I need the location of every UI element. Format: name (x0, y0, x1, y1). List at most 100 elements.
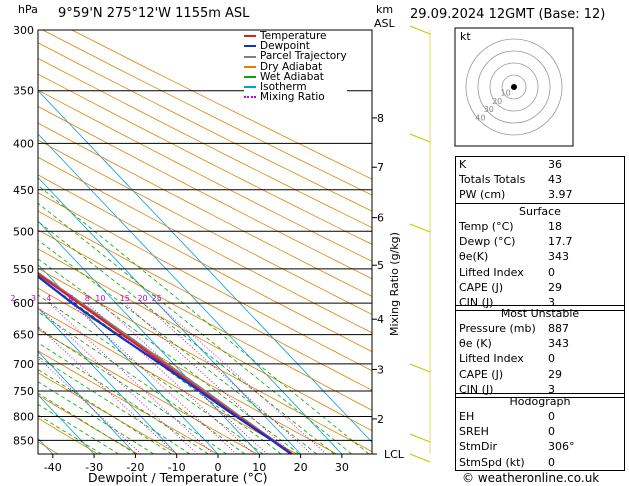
mixing-ratio-line (156, 302, 327, 454)
isotherm-line (38, 176, 301, 454)
table-row: StmDir 306° (456, 439, 624, 454)
legend-label: Isotherm (260, 81, 307, 94)
mixing-ratio-line (70, 302, 237, 454)
dry-adiabat-line (71, 30, 372, 180)
dry-adiabat-line (38, 350, 218, 454)
legend-swatch (244, 35, 256, 38)
row-label: CAPE (J) (459, 367, 504, 381)
axes: 1234681015202530035040045050055060065070… (10, 24, 405, 474)
row-value: 343 (548, 337, 569, 351)
legend-item: Dewpoint (244, 40, 347, 53)
row-value: 29 (548, 280, 562, 294)
pressure-tick-label: 300 (13, 24, 34, 37)
row-value: 36 (548, 158, 562, 171)
x-axis-label: Dewpoint / Temperature (°C) (88, 470, 268, 485)
isotherm-line (38, 350, 136, 454)
pressure-tick-label: 750 (13, 385, 34, 398)
table-row: CAPE (J) 29 (456, 367, 624, 382)
row-value: 29 (548, 367, 562, 381)
temp-tick-label: 10 (252, 461, 266, 474)
table-row: Dewp (°C) 17.7 (456, 234, 624, 249)
km-tick-label: 3 (377, 363, 384, 376)
row-value: 18 (548, 220, 562, 233)
surface-title: Surface (519, 205, 561, 218)
isotherm-line (38, 263, 219, 454)
pressure-tick-label: 500 (13, 225, 34, 238)
legend-swatch (244, 65, 256, 68)
row-label: θe (K) (459, 337, 492, 351)
wet-adiabat-line (38, 221, 335, 454)
legend-label: Dewpoint (260, 40, 310, 53)
pressure-tick-label: 800 (13, 410, 34, 423)
dry-adiabat-line (38, 122, 372, 297)
table-row: EH 0 (456, 409, 624, 424)
dry-adiabat-line (38, 287, 337, 454)
row-value: 0 (548, 265, 555, 279)
dry-adiabat-line (38, 372, 178, 454)
dry-adiabat-line (38, 89, 372, 262)
asl-label: ASL (374, 17, 395, 30)
wind-barb (409, 25, 431, 35)
wet-adiabat-line (38, 258, 300, 454)
km-tick-label: LCL (384, 448, 405, 461)
background-lines (38, 30, 372, 454)
mixing-ratio-label: 15 (120, 294, 130, 303)
dry-adiabat-line (38, 329, 258, 454)
km-tick-label: 7 (377, 161, 384, 174)
legend-item: Parcel Trajectory (244, 50, 347, 63)
isotherm-line (38, 90, 372, 443)
plot-frame (37, 29, 373, 455)
dry-adiabat-line (38, 105, 372, 280)
table-row: K 36 (456, 157, 624, 172)
mixing-ratio-label: 6 (68, 294, 73, 303)
legend-swatch (244, 96, 256, 99)
mixing-ratio-line (142, 302, 312, 454)
mixing-ratio-label: 10 (95, 294, 105, 303)
row-value: 17.7 (548, 235, 573, 249)
hodograph-ring (501, 74, 527, 100)
row-label: EH (459, 410, 475, 423)
wind-barb (409, 363, 431, 373)
copyright: © weatheronline.co.uk (462, 471, 600, 485)
dry-adiabat-line (38, 156, 372, 334)
row-label: K (459, 158, 467, 171)
indices-table: K 36 Totals Totals 43 PW (cm) 3.97 (455, 156, 625, 204)
temp-tick-label: -40 (44, 461, 62, 474)
dry-adiabat-line (38, 73, 372, 245)
row-label: Dewp (°C) (459, 235, 516, 249)
wet-adiabat-line (38, 403, 119, 454)
row-value: 887 (548, 322, 569, 335)
legend-item: Wet Adiabat (244, 71, 347, 82)
wet-adiabat-line (38, 381, 154, 454)
row-label: Lifted Index (459, 352, 524, 366)
km-tick-label: 4 (377, 313, 384, 326)
km-tick-label: 2 (377, 413, 384, 426)
row-value: 0 (548, 455, 555, 469)
legend-label: Parcel Trajectory (260, 50, 347, 63)
legend-item: Dry Adiabat (244, 61, 347, 72)
mixing-ratio-line (124, 302, 293, 454)
row-value: 0 (548, 410, 555, 423)
temp-tick-label: 30 (335, 461, 349, 474)
dry-adiabat-line (38, 192, 372, 372)
legend-label: Mixing Ratio (260, 91, 325, 104)
dry-adiabat-line (38, 229, 372, 411)
row-label: CIN (J) (459, 382, 494, 396)
table-row: Totals Totals 43 (456, 172, 624, 187)
dry-adiabat-line (42, 30, 372, 196)
wind-barb (409, 433, 431, 443)
wind-barb (409, 133, 431, 143)
km-label: km (376, 3, 394, 16)
most-unstable-title: Most Unstable (500, 307, 580, 320)
row-label: Pressure (mb) (459, 322, 536, 335)
row-value: 3 (548, 295, 555, 309)
table-row: Lifted Index 0 (456, 351, 624, 366)
km-tick-label: 5 (377, 259, 384, 272)
hodograph-table: Hodograph EH 0 SREH 0 StmDir 306° StmSpd (kt) 0 (455, 393, 625, 471)
table-row: θe(K) 343 (456, 249, 624, 264)
table-row: CAPE (J) 29 (456, 280, 624, 295)
row-label: SREH (459, 425, 489, 439)
datetime-title: 29.09.2024 12GMT (Base: 12) (410, 7, 606, 22)
dry-adiabat-line (38, 174, 372, 353)
isotherm-line (38, 307, 177, 454)
